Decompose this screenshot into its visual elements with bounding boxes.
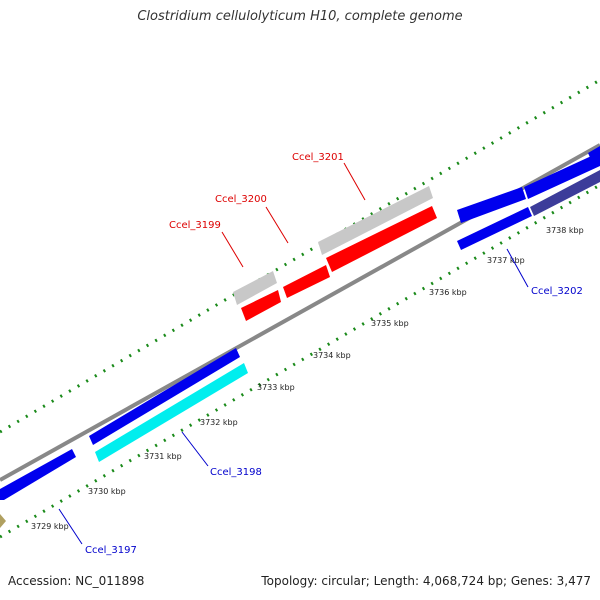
tick-label-3731: 3731 kbp: [144, 452, 182, 461]
tick-label-3738: 3738 kbp: [546, 226, 584, 235]
gene-label-ccel-3197[interactable]: Ccel_3197: [85, 545, 137, 556]
gene-ccel-3199-gray[interactable]: [233, 271, 277, 305]
gene-ccel-3201-reverse[interactable]: [326, 206, 437, 272]
gene-ccel-3202-forward[interactable]: [457, 146, 600, 223]
leader-ccel-3201: [343, 162, 366, 201]
leader-ccel-3197: [58, 508, 83, 545]
tick-label-3737: 3737 kbp: [487, 256, 525, 265]
gene-label-ccel-3198[interactable]: Ccel_3198: [210, 467, 262, 478]
gene-ccel-3201-gray[interactable]: [318, 186, 433, 255]
gene-label-ccel-3200[interactable]: Ccel_3200: [215, 194, 267, 205]
gene-ccel-3199-reverse[interactable]: [241, 290, 281, 321]
tick-label-3736: 3736 kbp: [429, 288, 467, 297]
tick-label-3735: 3735 kbp: [371, 319, 409, 328]
gene-ccel-3200-reverse[interactable]: [283, 265, 330, 298]
gene-label-ccel-3199[interactable]: Ccel_3199: [169, 220, 221, 231]
gene-label-ccel-3202[interactable]: Ccel_3202: [531, 286, 583, 297]
gene-ccel-3197-forward[interactable]: [0, 449, 76, 500]
gene-olive-fragment[interactable]: [0, 514, 6, 528]
gene-ccel-3198-forward[interactable]: [89, 348, 240, 445]
map-title: Clostridium cellulolyticum H10, complete…: [137, 9, 463, 24]
gene-ccel-3202-dark[interactable]: [457, 170, 600, 250]
tick-label-3733: 3733 kbp: [257, 383, 295, 392]
leader-ccel-3200: [265, 206, 289, 244]
leader-ccel-3198: [181, 431, 209, 467]
inner-dot-track: [0, 183, 600, 539]
leader-ccel-3199: [221, 231, 244, 268]
accession-text: Accession: NC_011898: [8, 574, 145, 588]
tick-label-3734: 3734 kbp: [313, 351, 351, 360]
gene-label-ccel-3201[interactable]: Ccel_3201: [292, 152, 344, 163]
tick-label-3729: 3729 kbp: [31, 522, 69, 531]
gene-ccel-3198-cyan[interactable]: [95, 363, 248, 462]
genome-summary-text: Topology: circular; Length: 4,068,724 bp…: [261, 574, 591, 588]
leader-ccel-3202: [506, 248, 529, 288]
tick-label-3730: 3730 kbp: [88, 487, 126, 496]
tick-label-3732: 3732 kbp: [200, 418, 238, 427]
